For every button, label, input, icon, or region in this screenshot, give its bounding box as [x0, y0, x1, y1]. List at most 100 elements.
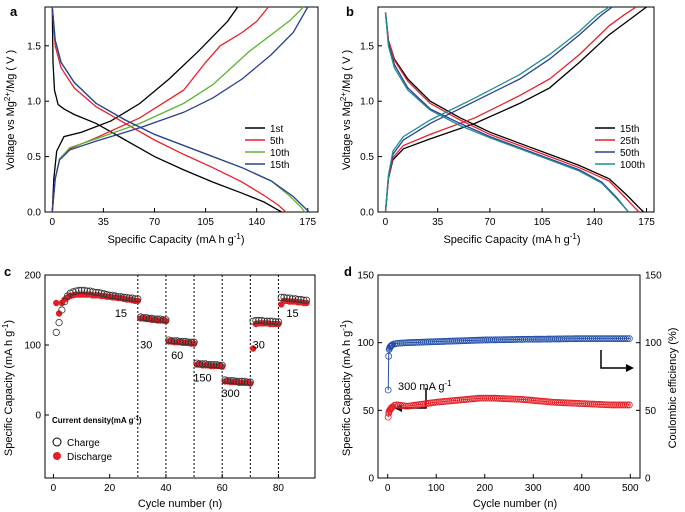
panel-d-ytick-label-2: 100 — [357, 338, 374, 349]
panel-d-xtick-label-5: 500 — [622, 483, 639, 494]
panel-b-xtick-label-2: 70 — [484, 217, 496, 228]
panel-c-charge-point-15 — [92, 288, 100, 297]
legend-a-label-4: 15th — [270, 160, 289, 171]
panel-b-series-15th-discharge — [384, 12, 645, 213]
panel-d-efficiency-point-494 — [623, 335, 631, 343]
panel-c-charge-point-87 — [294, 295, 302, 304]
panel-d-efficiency-point-2 — [385, 352, 393, 360]
panel-c-charge-point-48 — [184, 338, 193, 346]
panel-c-charge-point-71 — [249, 317, 257, 325]
legend-c-charge-label: Charge — [67, 438, 100, 449]
panel-c-ytick-label-0: 0 — [35, 411, 41, 422]
panel-b-frame — [377, 6, 655, 213]
panel-c-charge-point-79 — [272, 318, 280, 326]
panel-b-xtick-label-3: 105 — [534, 217, 551, 228]
panel-c-charge-point-32 — [139, 314, 148, 322]
panel-c-charge-point-13 — [86, 287, 94, 295]
panel-c-charge-point-31 — [137, 313, 145, 321]
panel-b-series-50th-discharge — [384, 12, 630, 213]
panel-c-charge-point-81 — [277, 293, 285, 301]
panel-b-ytick-label-0: 0.0 — [360, 208, 374, 219]
panel-c-charge-point-10 — [77, 286, 86, 294]
panel-c-charge-point-26 — [122, 293, 131, 301]
panel-c-charge-point-54 — [201, 360, 209, 368]
panel-c-charge-point-24 — [117, 293, 125, 301]
panel-b-xtick-label-4: 140 — [586, 217, 603, 228]
panel-c-charge-point-67 — [238, 377, 246, 385]
panel-d-xtick-label-1: 100 — [428, 483, 445, 494]
panel-d-capacity-point-6 — [387, 405, 395, 413]
panel-c-rate-label-3: 150 — [193, 372, 211, 384]
panel-c-charge-point-41 — [165, 336, 173, 344]
panel-c-frame — [44, 274, 316, 479]
panel-b-ylabel: Voltage vs Mg2+/Mg( V ) — [339, 50, 353, 170]
panel-c-ytick-label-1: 100 — [24, 341, 41, 352]
legend-b-label-3: 50th — [620, 148, 639, 159]
panel-c-charge-point-35 — [148, 314, 156, 322]
panel-c-charge-point-43 — [170, 337, 178, 345]
panel-c-charge-point-22 — [111, 292, 119, 300]
panel-c-charge-point-46 — [179, 337, 187, 346]
panel-c-discharge-point-90 — [303, 299, 310, 307]
legend-b-label-2: 25th — [620, 136, 639, 147]
panel-c-charge-point-36 — [151, 315, 159, 323]
panel-c-xtick-label-2: 40 — [160, 483, 172, 494]
panel-a-series-1st-discharge — [51, 6, 282, 213]
panel-c-charge-point-1 — [52, 328, 60, 336]
panel-c-ylabel: Specific Capacity (mA h g-1) — [1, 320, 15, 456]
panel-c-charge-point-9 — [75, 286, 83, 294]
panel-c-charge-point-27 — [125, 294, 133, 302]
panel-b-xlabel: Specific Capacity (mA h g-1) — [443, 232, 580, 246]
panel-c-axes: 0 20 40 60 80 0 100 200 — [24, 271, 316, 494]
panel-a-ytick-label-3: 1.5 — [27, 41, 41, 52]
panel-a-series-10th-charge — [51, 6, 304, 213]
panel-d-y2tick-label-0: 0 — [645, 474, 651, 485]
panel-d-xtick-label-3: 300 — [525, 483, 542, 494]
panel-b-series-100th-charge — [384, 6, 610, 213]
panel-c-charge-point-20 — [106, 291, 114, 299]
panel-c-charge-point-21 — [108, 291, 117, 299]
panel-c-charge-point-90 — [302, 296, 311, 304]
panel-c-charge-point-14 — [89, 288, 97, 296]
legend-a-label-2: 5th — [270, 136, 284, 147]
arrow-right-head — [626, 364, 634, 372]
panel-c-charge-point-58 — [212, 360, 221, 369]
panel-c-charge-point-60 — [218, 361, 226, 369]
panel-a-ylabel: Voltage vs Mg2+/Mg( V ) — [3, 50, 17, 170]
panel-c-charge-point-55 — [204, 360, 212, 369]
panel-c-charge-point-39 — [159, 316, 167, 324]
panel-a-xtick-label-1: 35 — [98, 217, 110, 228]
panel-c-charge-point-23 — [114, 293, 122, 301]
panel-d-ytick-label-0: 0 — [368, 474, 374, 485]
panel-c-discharge-point-2 — [55, 310, 63, 317]
panel-a-legend: 1st 5th 10th 15th — [245, 124, 289, 171]
legend-c-discharge-label: Discharge — [67, 452, 112, 463]
panel-c-charge-point-33 — [142, 314, 150, 322]
panel-c-charge-point-86 — [291, 295, 299, 303]
panel-c-charge-point-16 — [94, 288, 103, 297]
arrow-right-line — [600, 350, 627, 369]
panel-c-charge-point-47 — [182, 337, 190, 346]
panel-c-charge-point-70 — [246, 378, 254, 386]
panel-c-charge-point-30 — [134, 295, 142, 303]
panel-c-charge-point-89 — [300, 296, 308, 304]
panel-label-a: a — [10, 4, 18, 19]
panel-c-discharge-point-1 — [53, 299, 60, 307]
panel-c-charge-point-85 — [288, 295, 297, 303]
panel-c-rate-label-1: 30 — [140, 340, 152, 352]
panel-c-charge-point-72 — [252, 316, 260, 325]
panel-c-charge-point-52 — [196, 360, 204, 368]
panel-c-charge-point-12 — [83, 287, 91, 295]
panel-c-charge-point-11 — [80, 286, 88, 294]
panel-c-xtick-label-1: 20 — [104, 483, 116, 494]
panel-d-y2tick-label-1: 50 — [645, 406, 657, 417]
panel-b-ytick-label-1: 0.5 — [360, 152, 374, 163]
legend-b-label-1: 15th — [620, 124, 639, 135]
panel-c-charge-point-57 — [210, 360, 218, 369]
panel-d-efficiency-point-1 — [384, 386, 392, 394]
panel-a-ytick-label-0: 0.0 — [27, 208, 41, 219]
panel-c-charge-point-88 — [297, 295, 305, 304]
panel-c-charge-point-28 — [128, 294, 136, 302]
panel-c-charge-point-82 — [280, 293, 288, 301]
